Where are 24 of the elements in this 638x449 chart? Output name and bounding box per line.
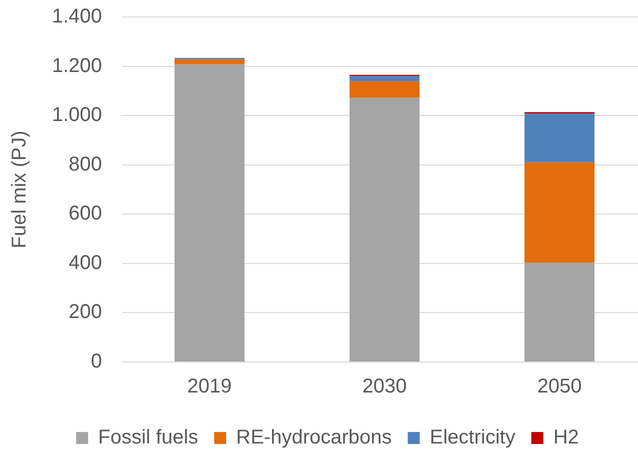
y-tick-label: 200 [68, 301, 102, 324]
x-tick-label: 2019 [187, 376, 232, 398]
legend-label: H2 [553, 426, 579, 449]
y-axis-title: Fuel mix (PJ) [8, 130, 31, 248]
bar [524, 114, 595, 162]
bar [350, 76, 420, 82]
bar [174, 59, 245, 64]
y-tick-label: 400 [68, 252, 102, 274]
bar [174, 64, 245, 362]
legend-label: RE-hydrocarbons [236, 426, 392, 449]
y-tick-label: 1.000 [52, 104, 102, 126]
legend-label: Fossil fuels [98, 426, 198, 449]
y-tick-label: 1.200 [52, 54, 102, 77]
x-tick-label: 2050 [537, 376, 582, 398]
y-tick-label: 1.400 [52, 6, 102, 28]
y-tick-label: 800 [68, 153, 102, 176]
x-tick-label: 2030 [362, 376, 407, 398]
y-tick-label: 0 [90, 350, 102, 373]
legend-label: Electricity [430, 426, 516, 449]
bar [524, 162, 595, 263]
y-tick-label: 600 [68, 202, 102, 225]
bar [350, 81, 420, 98]
bar [350, 98, 420, 362]
bar [524, 262, 595, 362]
